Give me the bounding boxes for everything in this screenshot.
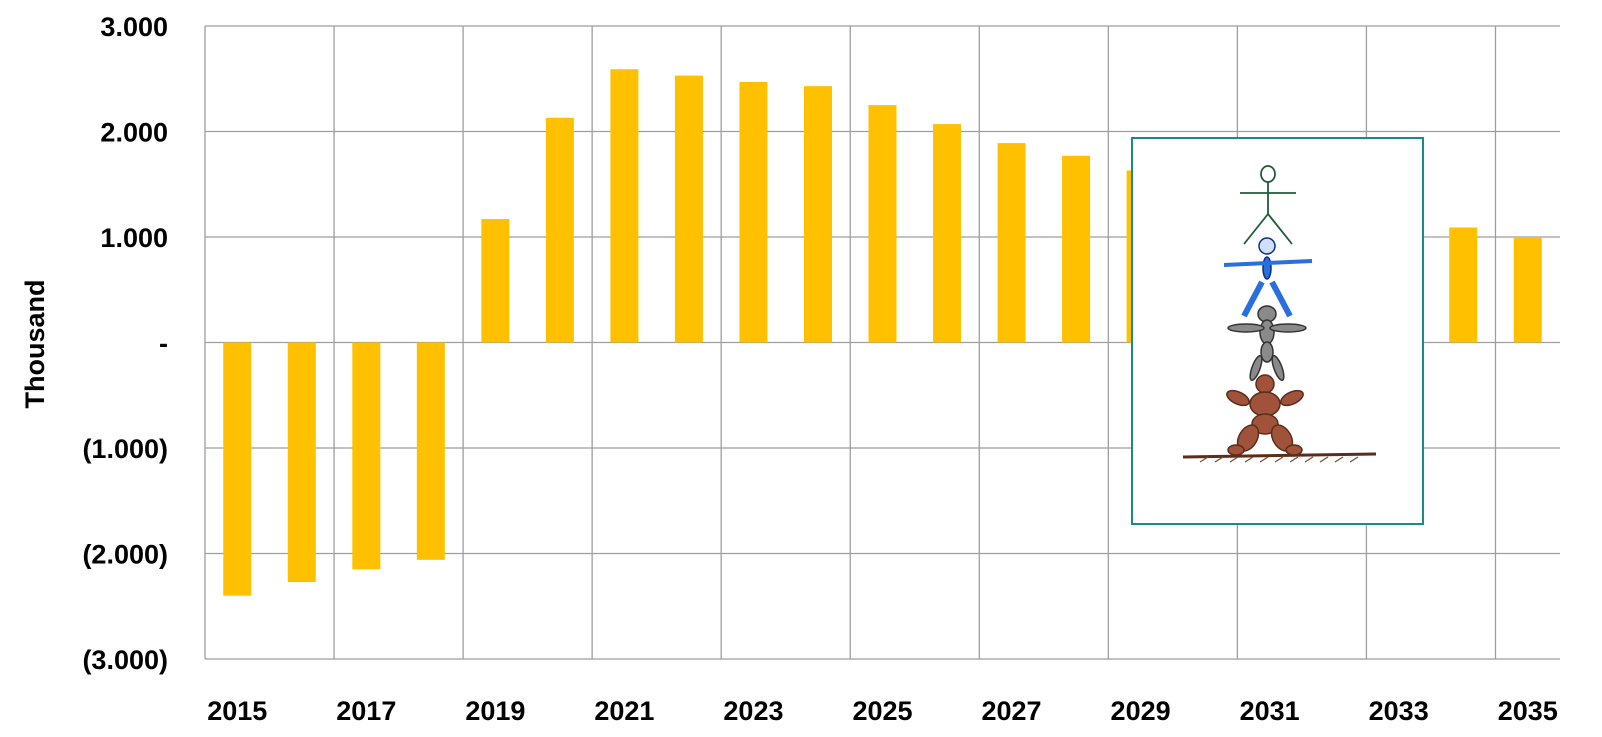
- bar-2025: [868, 105, 897, 343]
- bar-2024: [803, 86, 832, 343]
- x-tick-label: 2035: [1498, 696, 1558, 726]
- bar-2020: [545, 117, 574, 343]
- bar-2022: [674, 75, 703, 343]
- bar-2034: [1449, 227, 1478, 343]
- y-tick-label: 3.000: [100, 12, 168, 42]
- bar-2018: [416, 342, 445, 560]
- x-tick-label: 2021: [594, 696, 654, 726]
- bar-2016: [287, 342, 316, 582]
- bar-2021: [610, 69, 639, 343]
- x-tick-label: 2015: [207, 696, 267, 726]
- x-tick-label: 2031: [1240, 696, 1300, 726]
- x-tick-label: 2023: [723, 696, 783, 726]
- inset-illustration: [1131, 137, 1424, 525]
- y-tick-label: (1.000): [82, 434, 168, 464]
- bar-2027: [997, 143, 1026, 343]
- y-tick-label: (3.000): [82, 645, 168, 675]
- bar-2023: [739, 81, 768, 343]
- y-tick-label: 2.000: [100, 118, 168, 148]
- human-pyramid-icon: [1182, 165, 1377, 463]
- x-tick-label: 2033: [1369, 696, 1429, 726]
- x-tick-label: 2027: [982, 696, 1042, 726]
- bar-2028: [1062, 155, 1091, 343]
- y-tick-label: -: [159, 329, 168, 359]
- x-tick-label: 2019: [465, 696, 525, 726]
- bar-2035: [1513, 237, 1542, 343]
- bar-2017: [352, 342, 381, 570]
- x-tick-label: 2029: [1111, 696, 1171, 726]
- x-tick-label: 2017: [336, 696, 396, 726]
- y-tick-label: (2.000): [82, 540, 168, 570]
- y-tick-label: 1.000: [100, 223, 168, 253]
- y-axis-ticks: 3.000 2.000 1.000 - (1.000) (2.000) (3.000): [82, 12, 168, 675]
- y-axis-label: Thousand: [20, 280, 50, 409]
- bar-2019: [481, 219, 510, 343]
- bar-2015: [223, 342, 252, 596]
- bar-2026: [933, 124, 962, 343]
- x-tick-label: 2025: [852, 696, 912, 726]
- x-axis-ticks: 2015 2017 2019 2021 2023 2025 2027 2029 2031 2033…: [207, 696, 1558, 726]
